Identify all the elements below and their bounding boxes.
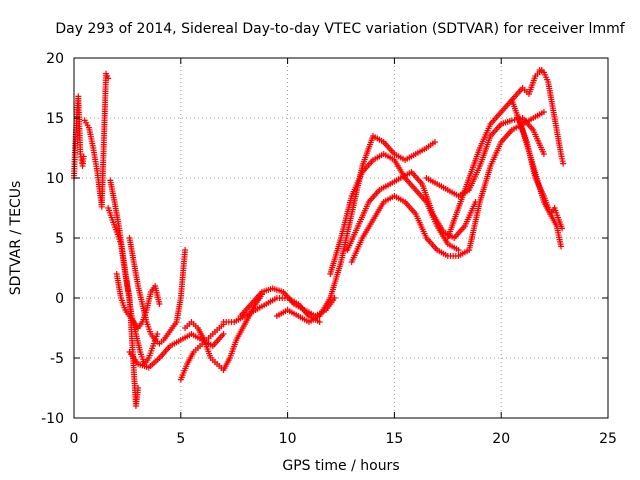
data-point xyxy=(105,75,112,82)
y-tick-label: 10 xyxy=(46,171,64,187)
x-tick-label: 0 xyxy=(70,431,79,447)
data-point xyxy=(559,225,566,232)
series-arc-4 xyxy=(107,177,161,367)
data-point xyxy=(455,247,462,253)
data-point xyxy=(80,153,87,160)
data-point xyxy=(431,139,438,145)
y-tick-label: 5 xyxy=(55,231,64,247)
series-arc-19 xyxy=(515,115,566,232)
x-tick-label: 10 xyxy=(279,431,297,447)
data-point xyxy=(540,109,547,115)
series-arc-9 xyxy=(182,291,265,373)
y-tick-label: 15 xyxy=(46,111,64,127)
data-point xyxy=(182,247,189,253)
chart-title: Day 293 of 2014, Sidereal Day-to-day VTE… xyxy=(55,21,625,37)
x-tick-label: 5 xyxy=(176,431,185,447)
x-tick-label: 20 xyxy=(492,431,510,447)
series-arc-12 xyxy=(273,133,438,325)
y-tick-label: -10 xyxy=(41,411,64,427)
data-point xyxy=(220,331,227,337)
data-point xyxy=(156,301,163,307)
y-tick-label: -5 xyxy=(50,351,64,367)
series-arc-15 xyxy=(348,109,547,265)
data-point xyxy=(558,243,565,250)
series-arc-20 xyxy=(536,67,567,167)
x-axis-label: GPS time / hours xyxy=(282,458,399,474)
y-tick-label: 20 xyxy=(46,51,64,67)
data-point xyxy=(135,385,142,391)
axis-ticks: 0 5 10 15 20 25 -10 -5 0 5 10 15 20 xyxy=(41,51,617,447)
x-tick-label: 25 xyxy=(599,431,617,447)
data-point xyxy=(154,331,161,337)
data-point xyxy=(316,319,323,325)
series-arc-6 xyxy=(126,235,189,347)
data-point xyxy=(540,151,547,157)
series-arc-2 xyxy=(81,70,112,210)
y-tick-label: 0 xyxy=(55,291,64,307)
series-arc-8 xyxy=(177,321,227,383)
data-point xyxy=(560,160,567,167)
data-points xyxy=(71,67,567,409)
x-tick-label: 15 xyxy=(385,431,403,447)
y-axis-label: SDTVAR / TECUs xyxy=(8,181,24,296)
series-arc-17 xyxy=(444,67,545,241)
